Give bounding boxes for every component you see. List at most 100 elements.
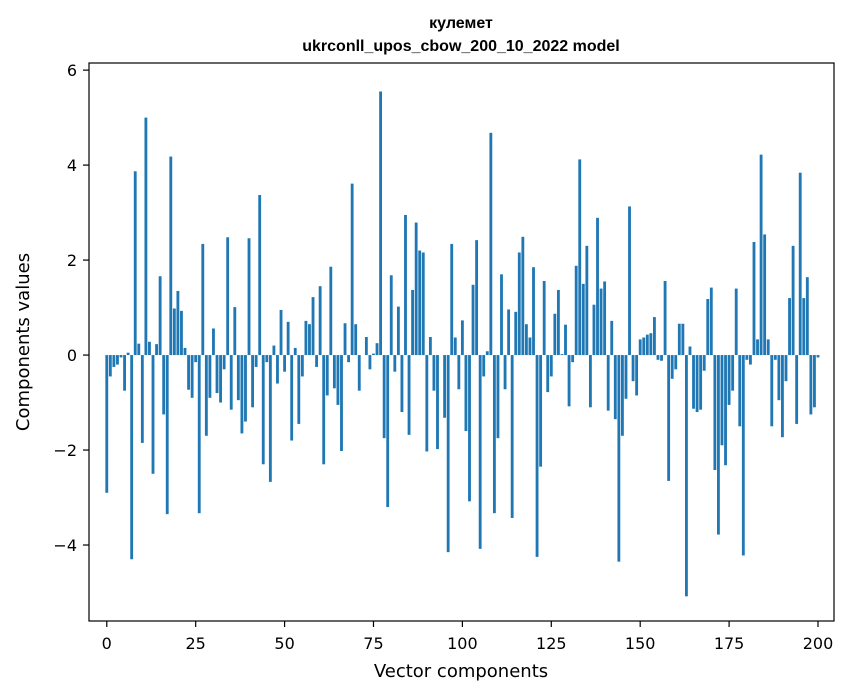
- x-tick-label-7: 175: [714, 634, 745, 653]
- bar-66: [340, 355, 343, 451]
- bar-47: [272, 345, 276, 356]
- bar-28: [204, 355, 208, 436]
- bar-7: [130, 355, 134, 560]
- bar-107: [485, 351, 489, 356]
- bar-88: [418, 250, 422, 356]
- bar-4: [119, 355, 123, 358]
- bar-99: [457, 355, 461, 390]
- bar-79: [386, 355, 390, 508]
- bar-173: [720, 355, 724, 446]
- bar-194: [795, 355, 799, 424]
- bar-83: [400, 355, 404, 413]
- bar-179: [741, 355, 745, 556]
- bars-group: [105, 91, 820, 597]
- bar-131: [571, 355, 575, 363]
- bar-69: [350, 183, 354, 356]
- bar-112: [503, 355, 507, 390]
- bar-151: [642, 337, 646, 356]
- bar-89: [421, 252, 425, 356]
- bar-40: [247, 238, 251, 356]
- bar-14: [155, 344, 158, 356]
- bar-80: [389, 275, 393, 356]
- bar-51: [286, 321, 290, 356]
- chart-title-line2: ukrconll_upos_cbow_200_10_2022 model: [302, 38, 619, 55]
- bar-36: [233, 307, 237, 356]
- bar-95: [443, 355, 447, 418]
- bar-191: [784, 355, 788, 382]
- bar-142: [610, 320, 614, 356]
- bar-96: [446, 355, 450, 553]
- bar-103: [471, 284, 475, 356]
- bar-56: [304, 320, 308, 356]
- y-tick-label-0: −4: [53, 536, 77, 555]
- bar-159: [670, 355, 674, 379]
- y-axis-ticks: −4 −2 0 2 4 6: [53, 61, 89, 555]
- bar-39: [244, 355, 247, 422]
- bar-81: [393, 355, 397, 372]
- chart-title-line1: кулемет: [429, 15, 493, 32]
- bar-196: [802, 298, 806, 356]
- bar-157: [663, 280, 667, 356]
- x-tick-label-5: 125: [536, 634, 567, 653]
- bar-124: [546, 355, 550, 393]
- bar-82: [396, 306, 400, 356]
- bar-76: [375, 343, 379, 356]
- bar-84: [404, 214, 407, 356]
- bar-42: [254, 355, 258, 367]
- bar-122: [539, 355, 543, 467]
- bar-175: [727, 355, 731, 405]
- bar-75: [372, 353, 375, 356]
- bar-87: [414, 222, 418, 356]
- y-tick-label-1: −2: [53, 441, 77, 460]
- bar-25: [194, 355, 198, 363]
- x-tick-label-6: 150: [625, 634, 656, 653]
- bar-8: [133, 171, 137, 356]
- y-axis-label: Components values: [13, 253, 34, 431]
- bar-62: [325, 355, 329, 396]
- x-tick-label-1: 25: [186, 634, 206, 653]
- bar-185: [763, 234, 767, 356]
- bar-184: [759, 154, 763, 356]
- bar-121: [535, 355, 539, 557]
- bar-46: [268, 355, 272, 482]
- bar-50: [283, 355, 286, 372]
- bar-18: [169, 156, 173, 356]
- bar-63: [329, 266, 333, 356]
- bar-93: [436, 355, 439, 450]
- x-tick-label-0: 0: [102, 634, 112, 653]
- bar-137: [592, 304, 596, 356]
- x-axis-ticks: 0 25 50 75 100 125 150 175 200: [102, 621, 833, 653]
- bar-164: [688, 346, 692, 356]
- bar-149: [635, 355, 639, 396]
- bar-114: [510, 355, 514, 518]
- bar-60: [318, 286, 322, 356]
- bar-147: [628, 206, 631, 356]
- bar-155: [656, 355, 660, 360]
- x-axis-label: Vector components: [374, 661, 548, 682]
- bar-61: [322, 355, 326, 465]
- bar-183: [756, 339, 759, 356]
- bar-180: [745, 355, 749, 360]
- bar-177: [734, 288, 738, 356]
- bar-19: [172, 308, 176, 356]
- bar-52: [290, 355, 294, 441]
- bar-21: [180, 310, 183, 356]
- bar-129: [564, 324, 567, 356]
- bar-198: [809, 355, 813, 415]
- bar-106: [482, 355, 486, 377]
- bar-171: [713, 355, 717, 470]
- bar-20: [176, 290, 180, 356]
- bar-135: [585, 245, 589, 356]
- bar-141: [606, 355, 610, 411]
- bar-150: [638, 339, 642, 356]
- bar-145: [620, 355, 624, 436]
- bar-110: [496, 355, 500, 439]
- bar-200: [816, 355, 820, 358]
- bar-5: [123, 355, 126, 391]
- bar-43: [258, 195, 262, 356]
- bar-189: [777, 355, 781, 401]
- bar-156: [660, 355, 663, 361]
- bar-160: [674, 355, 678, 370]
- bar-172: [717, 355, 720, 535]
